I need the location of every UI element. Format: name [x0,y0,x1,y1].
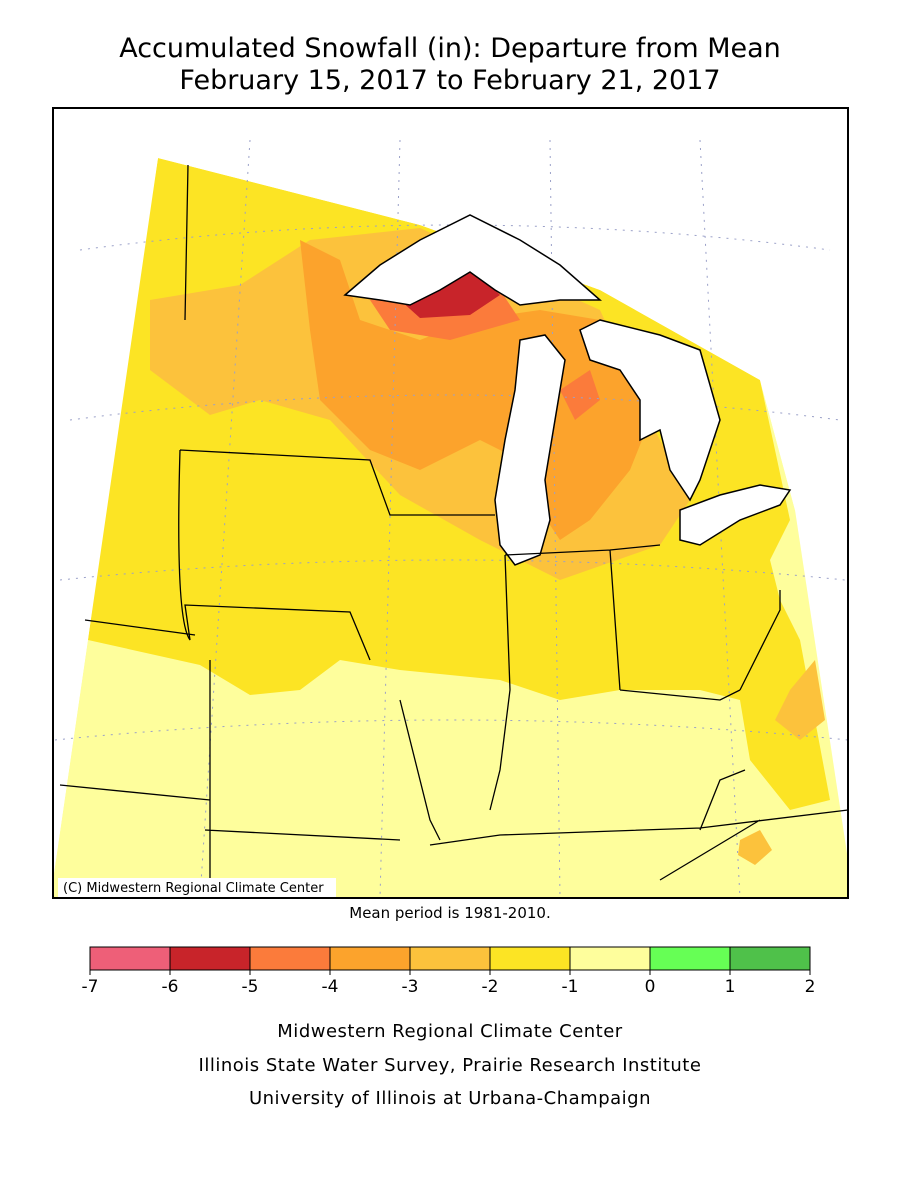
footer-line: Illinois State Water Survey, Prairie Res… [199,1055,702,1076]
legend-swatch [169,946,251,971]
legend-tick-label: 2 [805,977,816,997]
title-line: February 15, 2017 to February 21, 2017 [179,65,720,96]
map-frame [52,107,849,899]
legend-tick-label: -6 [162,977,179,997]
legend-swatch [329,946,411,971]
legend-swatch [649,946,731,971]
legend-swatch [729,946,811,971]
title-line: Accumulated Snowfall (in): Departure fro… [119,33,781,64]
copyright-box [58,878,336,897]
zone-light-orange [775,660,825,740]
legend-tick-label: -4 [322,977,339,997]
zone-light-orange [738,830,772,865]
lake-superior [343,214,602,306]
legend-tick-label: -2 [482,977,499,997]
lake-michigan [494,334,566,566]
zone-orange [300,240,650,540]
copyright: (C) Midwestern Regional Climate Center [63,881,324,896]
legend-swatch [249,946,331,971]
outside [53,108,848,880]
mean-period: Mean period is 1981-2010. [349,904,550,922]
legend-tick-label: 0 [645,977,656,997]
lake-huron [579,319,721,502]
legend-tick-label: -7 [82,977,99,997]
footer-line: University of Illinois at Urbana-Champai… [249,1088,651,1109]
lake-erie [679,484,792,546]
footer-line: Midwestern Regional Climate Center [277,1021,623,1042]
map: (C) Midwestern Regional Climate Center [52,107,849,899]
boundary [59,164,848,898]
legend-swatch [569,946,651,971]
legend-swatch [409,946,491,971]
legend-tick-label: -1 [562,977,579,997]
legend: -7 -6 -5 -4 -3 -2 -1 0 1 2 [82,946,816,997]
legend-tick-label: -3 [402,977,419,997]
zone-red [400,270,500,318]
legend-tick-label: -5 [242,977,259,997]
legend-tick-label: 1 [725,977,736,997]
legend-swatch [89,946,171,971]
legend-swatch [489,946,571,971]
zone-dark-orange [560,370,600,420]
